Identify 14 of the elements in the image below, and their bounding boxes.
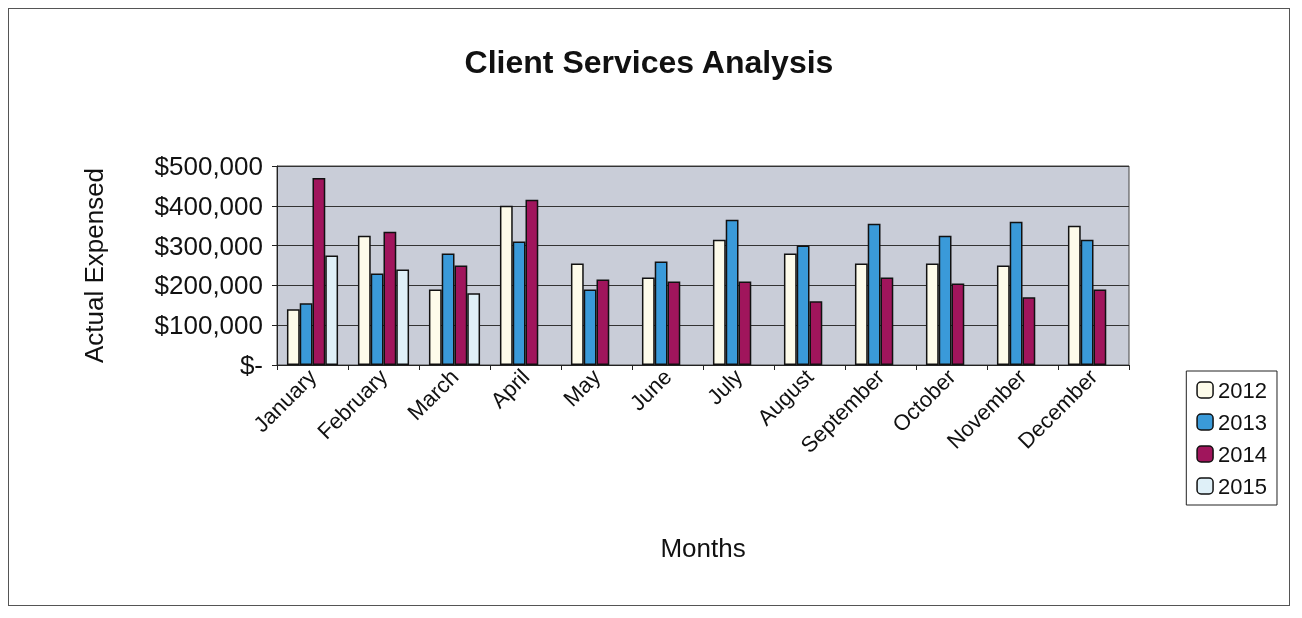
y-tick-label: $500,000 — [154, 151, 263, 181]
chart-title: Client Services Analysis — [464, 44, 834, 80]
y-tick-label: $200,000 — [154, 270, 263, 301]
y-axis-title: Actual Expensed — [79, 167, 109, 364]
legend-label: 2015 — [1218, 473, 1268, 499]
y-tick-label: $100,000 — [154, 310, 263, 341]
x-tick-label: May — [558, 364, 606, 412]
legend-label: 2014 — [1218, 441, 1268, 467]
legend-label: 2012 — [1218, 377, 1268, 403]
y-tick-label: $300,000 — [154, 230, 263, 261]
legend-label: 2013 — [1218, 409, 1268, 435]
y-tick-label: $400,000 — [154, 190, 263, 221]
x-tick-label: July — [702, 364, 748, 410]
x-axis-title: Months — [660, 533, 746, 563]
